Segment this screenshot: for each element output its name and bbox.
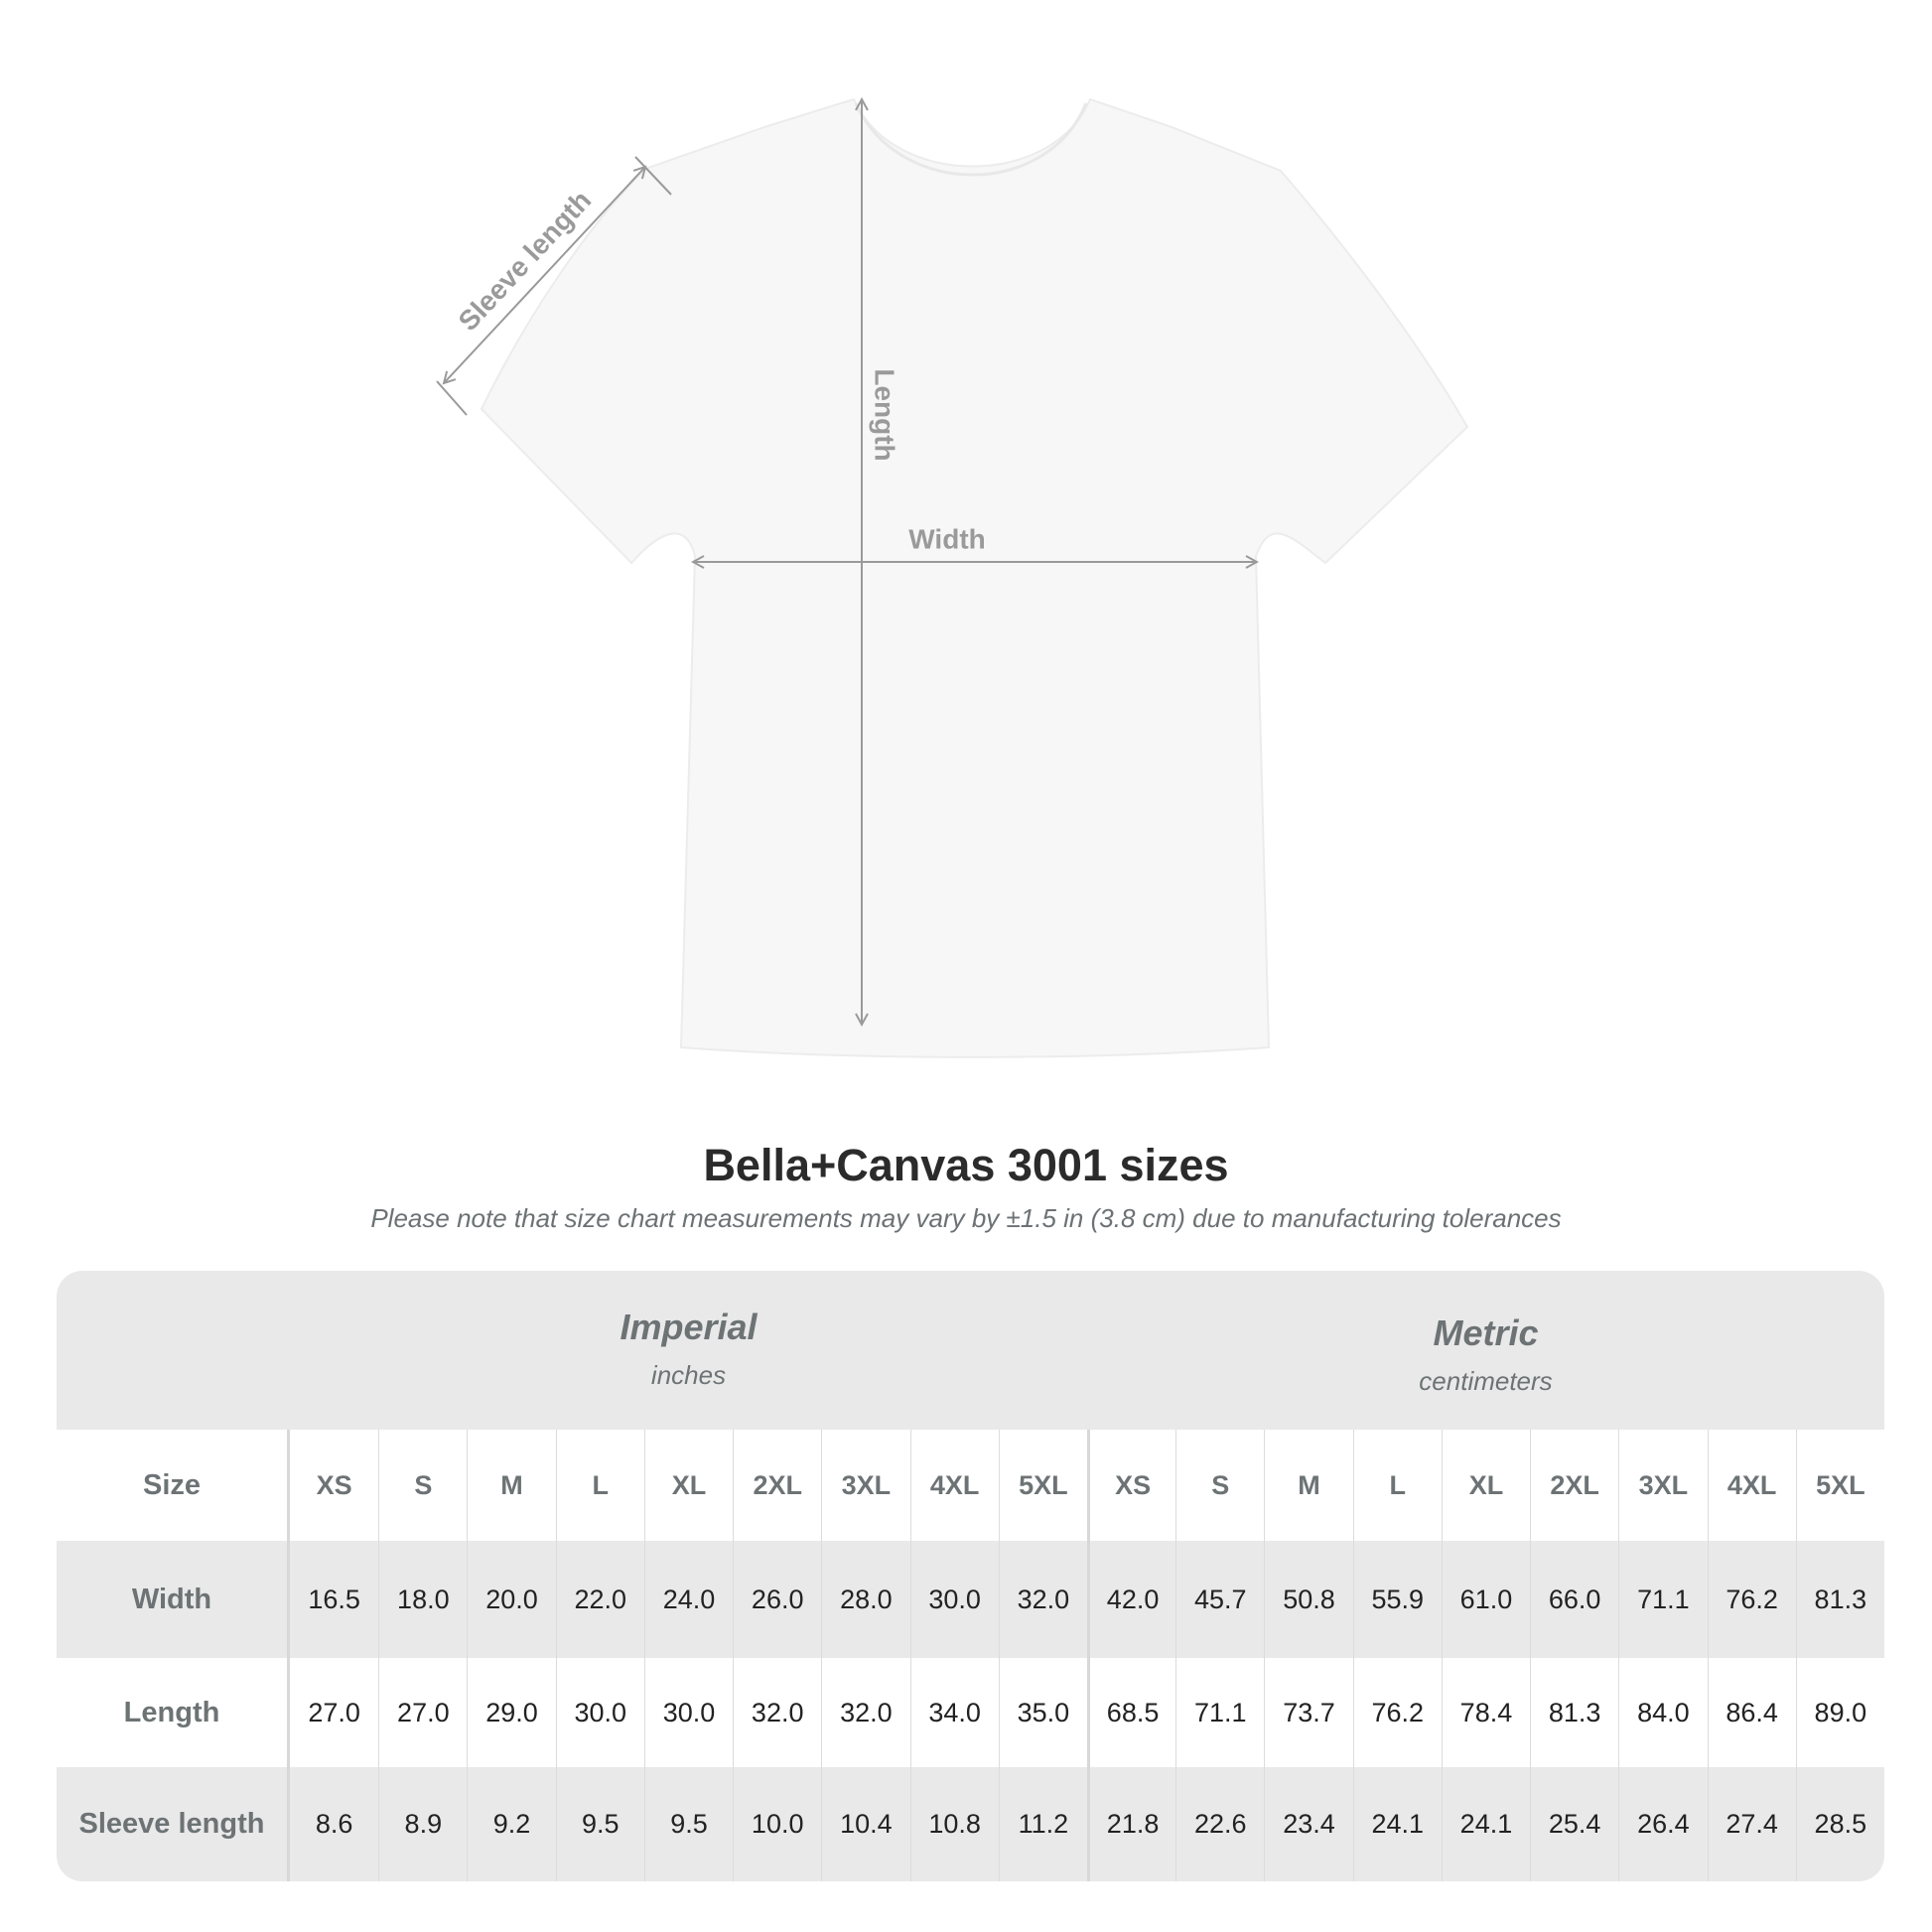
row-label: Size <box>57 1430 290 1541</box>
size-table: Imperial inches Metric centimeters Size X… <box>57 1271 1884 1881</box>
size-header-cell: 4XL <box>909 1430 999 1541</box>
table-cell: 22.0 <box>555 1541 644 1658</box>
table-cell: 21.8 <box>1086 1767 1175 1881</box>
size-header-cell: 2XL <box>733 1430 821 1541</box>
table-cell: 10.8 <box>909 1767 999 1881</box>
table-cell: 55.9 <box>1352 1541 1442 1658</box>
table-cell: 9.2 <box>467 1767 555 1881</box>
table-cell: 42.0 <box>1086 1541 1175 1658</box>
size-header-cell: S <box>378 1430 467 1541</box>
table-cell: 9.5 <box>643 1767 733 1881</box>
group-imperial: Imperial inches <box>290 1307 1087 1391</box>
table-cell: 11.2 <box>998 1767 1087 1881</box>
table-cell: 66.0 <box>1530 1541 1618 1658</box>
size-header-cell: 3XL <box>821 1430 909 1541</box>
size-header-cell: 3XL <box>1618 1430 1707 1541</box>
group-unit: centimeters <box>1419 1366 1553 1396</box>
size-header-cell: XL <box>643 1430 733 1541</box>
table-header-band <box>57 1271 1884 1430</box>
table-cell: 24.0 <box>643 1541 733 1658</box>
table-cell: 27.0 <box>308 1697 360 1727</box>
table-cell: 34.0 <box>909 1658 999 1767</box>
table-cell: 28.5 <box>1795 1767 1884 1881</box>
table-cell: 27.4 <box>1707 1767 1796 1881</box>
size-header-cell: 5XL <box>1795 1430 1884 1541</box>
size-header-cell: XL <box>1441 1430 1530 1541</box>
size-header-cell: 2XL <box>1530 1430 1618 1541</box>
table-cell: 71.1 <box>1618 1541 1707 1658</box>
row-label: Sleeve length <box>57 1767 290 1881</box>
table-cell: 35.0 <box>998 1658 1087 1767</box>
table-cell: 9.5 <box>555 1767 644 1881</box>
table-cell: 86.4 <box>1707 1658 1796 1767</box>
size-header-cell: M <box>467 1430 555 1541</box>
table-cell: 32.0 <box>998 1541 1087 1658</box>
table-cell: 78.4 <box>1441 1658 1530 1767</box>
sleeve-arrow <box>444 167 645 383</box>
table-cell: 20.0 <box>467 1541 555 1658</box>
table-cell: 76.2 <box>1352 1658 1442 1767</box>
table-cell: 8.9 <box>378 1767 467 1881</box>
table-cell: 10.4 <box>821 1767 909 1881</box>
size-header-cell: L <box>1352 1430 1442 1541</box>
table-cell: 30.0 <box>555 1658 644 1767</box>
table-cell: 26.0 <box>733 1541 821 1658</box>
table-cell: 10.0 <box>733 1767 821 1881</box>
width-label: Width <box>908 523 986 554</box>
table-cell: 73.7 <box>1264 1658 1352 1767</box>
size-header-cell: 4XL <box>1707 1430 1796 1541</box>
row-label: Width <box>57 1541 290 1658</box>
group-name: Metric <box>1433 1312 1539 1353</box>
table-cell: 24.1 <box>1352 1767 1442 1881</box>
table-cell: 32.0 <box>821 1658 909 1767</box>
length-label: Length <box>870 368 900 461</box>
table-cell: 50.8 <box>1264 1541 1352 1658</box>
group-unit: inches <box>650 1360 727 1390</box>
table-cell: 32.0 <box>733 1658 821 1767</box>
table-cell: 25.4 <box>1530 1767 1618 1881</box>
table-cell: 28.0 <box>821 1541 909 1658</box>
chart-subtitle: Please note that size chart measurements… <box>370 1203 1562 1233</box>
table-cell: 45.7 <box>1175 1541 1264 1658</box>
table-row: Width 16.5 18.0 20.0 22.0 24.0 26.0 28.0 30.0 32.… <box>57 1541 1884 1658</box>
tshirt-shape <box>480 97 1469 1058</box>
group-name: Imperial <box>620 1307 758 1347</box>
table-cell: 18.0 <box>378 1541 467 1658</box>
table-cell: 30.0 <box>909 1541 999 1658</box>
table-cell: 84.0 <box>1618 1658 1707 1767</box>
table-cell: 26.4 <box>1618 1767 1707 1881</box>
size-header-cell: S <box>1175 1430 1264 1541</box>
table-cell: 81.3 <box>1530 1658 1618 1767</box>
table-cell: 89.0 <box>1795 1658 1884 1767</box>
group-metric: Metric centimeters <box>1087 1312 1884 1397</box>
table-cell: 29.0 <box>467 1658 555 1767</box>
table-cell: 23.4 <box>1264 1767 1352 1881</box>
table-cell: 22.6 <box>1175 1767 1264 1881</box>
table-cell: 27.0 <box>378 1658 467 1767</box>
size-header-cell: 5XL <box>998 1430 1087 1541</box>
table-row: Sleeve length 8.6 8.9 9.2 9.5 9.5 10.0 10.4 10.8… <box>57 1767 1884 1881</box>
tshirt-diagram: Sleeve length Length Width <box>436 0 1469 1058</box>
table-row: Length 27.0 27.0 29.0 30.0 30.0 32.0 32.0 34.0 35… <box>57 1658 1884 1767</box>
table-cell: 76.2 <box>1707 1541 1796 1658</box>
size-header-cell: XS <box>316 1469 352 1500</box>
size-header-row: Size XS S M L XL 2XL 3XL 4XL 5XL XS S M L XL 2XL 3XL 4XL 5… <box>57 1430 1884 1541</box>
table-cell: 81.3 <box>1795 1541 1884 1658</box>
row-label: Length <box>57 1658 290 1767</box>
table-cell: 61.0 <box>1441 1541 1530 1658</box>
size-header-cell: L <box>555 1430 644 1541</box>
table-cell: 68.5 <box>1086 1658 1175 1767</box>
size-header-cell: XS <box>1086 1430 1175 1541</box>
chart-title: Bella+Canvas 3001 sizes <box>703 1140 1229 1190</box>
table-cell: 8.6 <box>315 1809 353 1839</box>
size-header-cell: M <box>1264 1430 1352 1541</box>
table-cell: 16.5 <box>308 1584 360 1614</box>
table-cell: 30.0 <box>643 1658 733 1767</box>
table-cell: 71.1 <box>1175 1658 1264 1767</box>
table-cell: 24.1 <box>1441 1767 1530 1881</box>
